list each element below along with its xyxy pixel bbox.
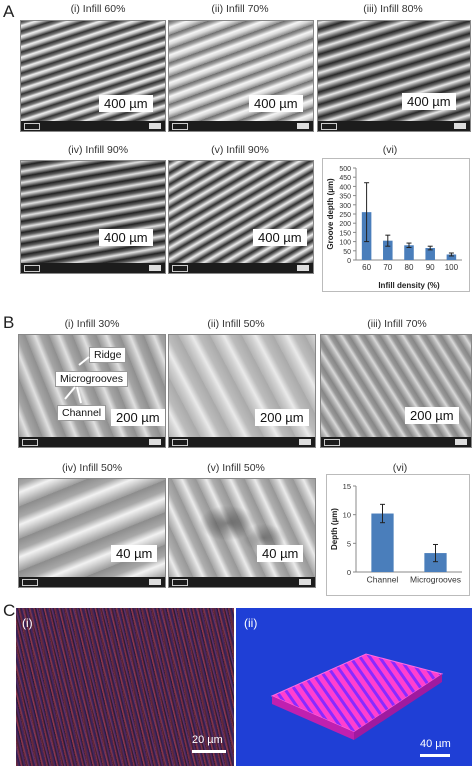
caption-a-ii: (ii) Infill 70% xyxy=(211,3,269,15)
panel-letter-b: B xyxy=(3,313,15,332)
scale-label: 400 µm xyxy=(253,229,307,246)
caption-b-iii: (iii) Infill 70% xyxy=(367,318,427,330)
caption-a-i: (i) Infill 60% xyxy=(70,3,126,15)
caption-b-i: (i) Infill 30% xyxy=(64,318,120,330)
sem-image-a-v: 400 µm xyxy=(168,160,314,274)
sem-image-a-ii: 400 µm xyxy=(168,20,314,132)
scale-label: 400 µm xyxy=(99,95,153,112)
scale-bar xyxy=(192,750,226,753)
y-tick-label: 400 xyxy=(339,184,351,191)
bar xyxy=(383,240,393,260)
x-axis-label: Infill density (%) xyxy=(378,281,440,290)
optical-image-c-i: (i) 20 µm xyxy=(16,608,234,766)
y-tick-label: 10 xyxy=(343,511,351,520)
scale-label: 400 µm xyxy=(249,95,303,112)
channel-label: Channel xyxy=(57,405,107,421)
scale-label: 400 µm xyxy=(402,93,456,110)
caption-c-ii: (ii) xyxy=(244,616,258,630)
depth-chart: 0 5 10 15 Depth (µm) Channel Microgrooves xyxy=(326,474,470,596)
bar xyxy=(371,513,394,572)
y-tick-label: 500 xyxy=(339,166,351,173)
sem-image-a-iv: 400 µm xyxy=(20,160,166,274)
surface-plot xyxy=(270,653,444,740)
y-tick-label: 15 xyxy=(343,482,351,491)
x-tick-label: Microgrooves xyxy=(410,575,461,585)
x-tick-label: 70 xyxy=(383,263,392,272)
caption-a-iv: (iv) Infill 90% xyxy=(67,144,129,156)
panel-letter-c: C xyxy=(3,601,16,620)
panel-letter-a: A xyxy=(3,2,15,21)
sem-image-a-i: 400 µm xyxy=(20,20,166,132)
annotation-arrows xyxy=(64,356,90,404)
3d-profile-image-c-ii: (ii) 40 µm xyxy=(236,608,472,766)
chart-frame xyxy=(322,158,470,292)
sem-image-a-iii: 400 µm xyxy=(317,20,471,132)
scale-label: 20 µm xyxy=(192,734,223,746)
caption-b-v: (v) Infill 50% xyxy=(207,462,265,474)
scale-label: 200 µm xyxy=(405,407,459,424)
scale-label: 40 µm xyxy=(257,545,304,562)
caption-c-i: (i) xyxy=(22,616,33,630)
scale-label: 40 µm xyxy=(111,545,158,562)
microgrooves-label: Microgrooves xyxy=(55,371,129,387)
x-tick-label: Channel xyxy=(367,575,399,585)
bar xyxy=(446,254,457,260)
caption-a-vi: (vi) xyxy=(382,144,398,156)
x-tick-label: 90 xyxy=(426,263,435,272)
y-tick-label: 50 xyxy=(343,249,351,256)
caption-b-vi: (vi) xyxy=(392,462,408,474)
y-tick-label: 150 xyxy=(339,230,351,237)
bar xyxy=(425,248,435,260)
scale-label: 40 µm xyxy=(420,738,451,750)
scale-label: 200 µm xyxy=(111,409,165,426)
caption-a-iii: (iii) Infill 80% xyxy=(363,3,423,15)
ridge-label: Ridge xyxy=(89,347,127,363)
sem-image-b-iv: 40 µm xyxy=(18,478,166,588)
y-axis-label: Depth (µm) xyxy=(330,508,339,550)
sem-image-b-ii: 200 µm xyxy=(168,334,316,448)
caption-b-ii: (ii) Infill 50% xyxy=(207,318,265,330)
scale-bar xyxy=(420,754,450,757)
sem-image-b-v: 40 µm xyxy=(168,478,316,588)
x-tick-label: 60 xyxy=(362,263,371,272)
caption-a-v: (v) Infill 90% xyxy=(211,144,269,156)
y-tick-label: 0 xyxy=(347,258,351,265)
y-tick-label: 300 xyxy=(339,203,351,210)
sem-image-b-iii: 200 µm xyxy=(320,334,472,448)
y-tick-label: 450 xyxy=(339,175,351,182)
groove-depth-chart: 0 50 100 150 200 250 300 350 400 450 500 Groove dep… xyxy=(322,158,470,292)
y-tick-label: 5 xyxy=(347,539,351,548)
x-tick-label: 100 xyxy=(445,263,459,272)
y-tick-label: 350 xyxy=(339,194,351,201)
y-tick-label: 0 xyxy=(347,568,351,577)
y-axis-label: Groove depth (µm) xyxy=(326,178,335,250)
y-tick-label: 100 xyxy=(339,240,351,247)
x-tick-label: 80 xyxy=(405,263,414,272)
scale-label: 200 µm xyxy=(255,409,309,426)
chart-frame xyxy=(326,474,470,596)
bar xyxy=(404,245,414,260)
y-tick-label: 200 xyxy=(339,221,351,228)
y-tick-label: 250 xyxy=(339,212,351,219)
bar xyxy=(424,553,447,572)
sem-image-b-i: Ridge Microgrooves Channel 200 µm xyxy=(18,334,166,448)
caption-b-iv: (iv) Infill 50% xyxy=(61,462,123,474)
scale-label: 400 µm xyxy=(99,229,153,246)
